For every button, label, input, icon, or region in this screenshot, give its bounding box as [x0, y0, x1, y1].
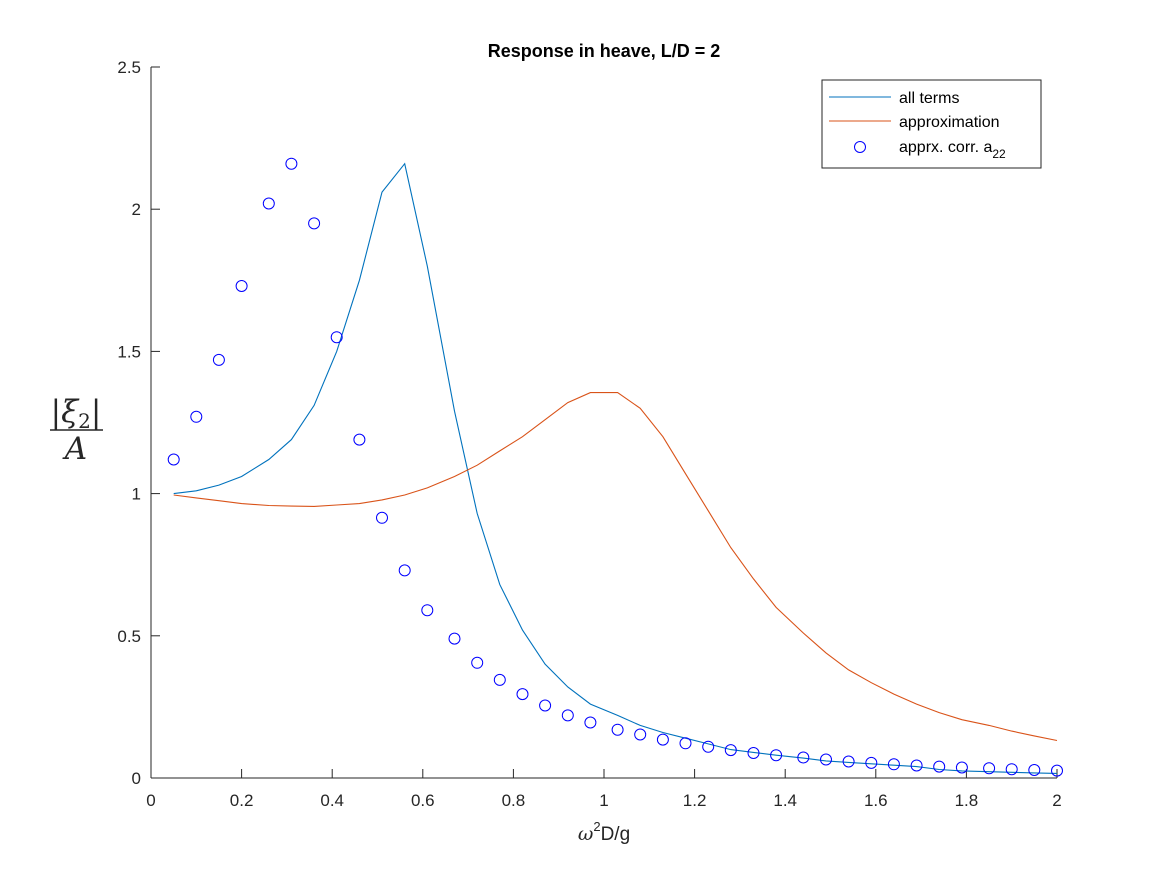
data-point-apprx-corr: [493, 673, 506, 686]
series-layer: [167, 157, 1063, 777]
data-point-apprx-corr: [376, 511, 388, 524]
y-axis-label: |ξ2| A: [50, 394, 103, 467]
legend-box: [821, 79, 1042, 169]
x-label-omega: ω: [578, 823, 594, 845]
legend: all terms approximation apprx. corr. a22: [821, 79, 1042, 169]
x-tick-label: 0: [146, 791, 155, 810]
data-point-apprx-corr: [285, 157, 298, 170]
data-point-apprx-corr: [421, 604, 434, 617]
data-point-apprx-corr: [611, 723, 624, 736]
data-point-apprx-corr: [235, 280, 248, 292]
y-label-xi: ξ: [61, 394, 80, 430]
x-axis-label: ω2D/g: [578, 819, 630, 845]
x-tick-label: 0.4: [320, 791, 344, 810]
x-tick-label: 1: [599, 791, 608, 810]
data-point-apprx-corr: [842, 755, 855, 768]
data-point-apprx-corr: [584, 716, 597, 729]
data-point-apprx-corr: [933, 760, 946, 773]
y-ticks: 0 0.5 1 1.5 2 2.5: [117, 58, 160, 788]
data-point-apprx-corr: [1051, 764, 1063, 777]
x-tick-label: 1.2: [683, 791, 707, 810]
data-point-apprx-corr: [702, 740, 715, 753]
y-label-bar-right: |: [91, 394, 101, 430]
data-point-apprx-corr: [910, 759, 923, 772]
y-label-denominator: A: [62, 431, 87, 467]
data-point-apprx-corr: [656, 733, 669, 746]
data-point-apprx-corr: [724, 744, 737, 757]
data-point-apprx-corr: [539, 699, 552, 712]
data-point-apprx-corr: [820, 753, 832, 766]
x-tick-label: 0.6: [411, 791, 435, 810]
legend-label-apprx-corr-sub: 22: [992, 147, 1006, 161]
svg-text:|ξ2|: |ξ2|: [51, 394, 102, 433]
y-tick-label: 2: [132, 200, 141, 219]
data-point-apprx-corr: [865, 756, 878, 769]
y-tick-label: 0.5: [117, 627, 141, 646]
x-tick-label: 2: [1052, 791, 1061, 810]
y-tick-label: 0: [132, 769, 141, 788]
x-label-sup: 2: [593, 819, 600, 834]
series-line-approximation: [173, 392, 1058, 742]
data-point-apprx-corr: [887, 758, 900, 771]
data-point-apprx-corr: [983, 762, 996, 775]
data-point-apprx-corr: [262, 197, 275, 210]
x-tick-label: 0.8: [502, 791, 526, 810]
y-label-bar-left: |: [51, 394, 61, 430]
data-point-apprx-corr: [634, 728, 647, 741]
series-line-all-terms: [173, 162, 1058, 774]
chart-title: Response in heave, L/D = 2: [488, 41, 721, 61]
data-point-apprx-corr: [770, 749, 783, 762]
data-point-apprx-corr: [797, 751, 810, 764]
data-point-apprx-corr: [1005, 763, 1018, 776]
legend-label-approximation: approximation: [899, 114, 1000, 131]
x-label-rest: D/g: [601, 824, 631, 845]
data-point-apprx-corr: [167, 453, 180, 466]
data-point-apprx-corr: [1028, 764, 1041, 776]
legend-label-apprx-corr: apprx. corr. a22: [899, 139, 1006, 161]
data-point-apprx-corr: [398, 564, 411, 577]
data-point-apprx-corr: [471, 656, 484, 669]
y-tick-label: 2.5: [117, 58, 141, 77]
x-tick-label: 1.4: [773, 791, 797, 810]
legend-label-apprx-corr-main: apprx. corr. a: [899, 139, 992, 156]
data-point-apprx-corr: [679, 737, 692, 750]
data-point-apprx-corr: [561, 709, 574, 722]
data-point-apprx-corr: [353, 433, 366, 446]
x-tick-label: 1.8: [955, 791, 979, 810]
data-point-apprx-corr: [330, 331, 343, 344]
legend-label-all-terms: all terms: [899, 90, 959, 107]
x-tick-label: 0.2: [230, 791, 254, 810]
y-tick-label: 1: [132, 485, 141, 504]
data-point-apprx-corr: [212, 353, 225, 366]
data-point-apprx-corr: [448, 632, 461, 645]
y-tick-label: 1.5: [117, 342, 141, 361]
data-point-apprx-corr: [955, 761, 968, 774]
y-label-sub: 2: [78, 409, 91, 433]
data-point-apprx-corr: [747, 747, 760, 759]
axes-frame: [150, 67, 1057, 779]
x-ticks: 0 0.2 0.4 0.6 0.8 1 1.2 1.4 1.6 1.8 2: [146, 769, 1062, 810]
data-point-apprx-corr: [308, 217, 321, 230]
x-tick-label: 1.6: [864, 791, 888, 810]
legend-marker-apprx-corr: [854, 141, 866, 153]
data-point-apprx-corr: [190, 410, 203, 423]
data-point-apprx-corr: [516, 688, 529, 701]
